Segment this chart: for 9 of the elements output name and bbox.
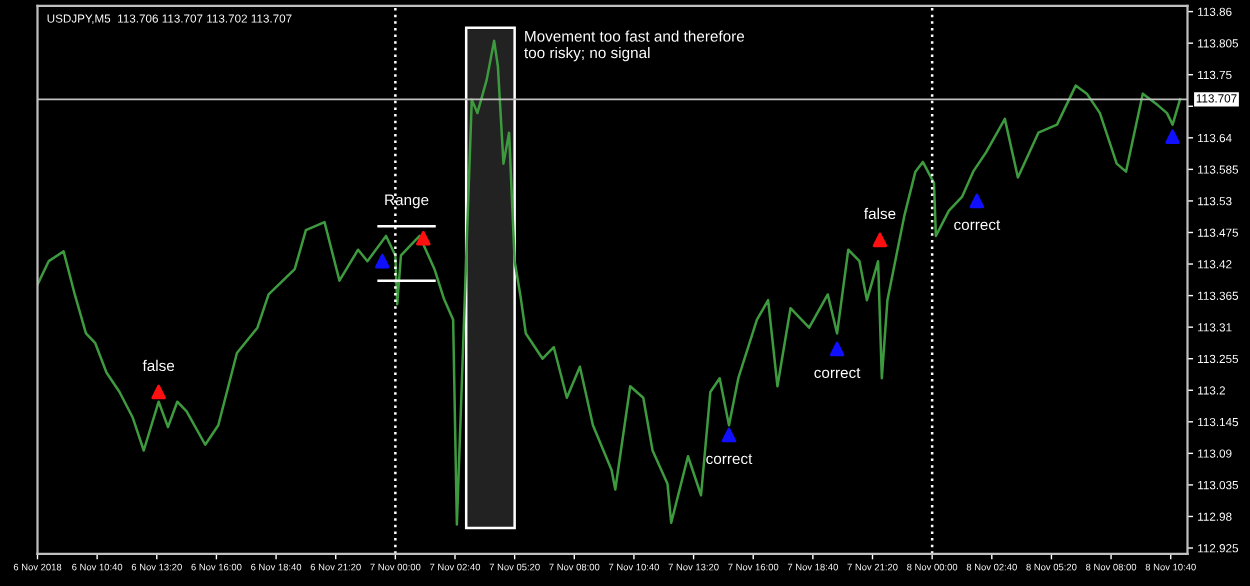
point: [375, 253, 390, 269]
point: [721, 427, 737, 443]
point: [1165, 129, 1180, 144]
point: [416, 230, 431, 246]
point: [872, 232, 888, 248]
point: [969, 193, 985, 209]
point: [151, 384, 166, 400]
point: [829, 341, 845, 357]
line-series: [37, 39, 1182, 526]
